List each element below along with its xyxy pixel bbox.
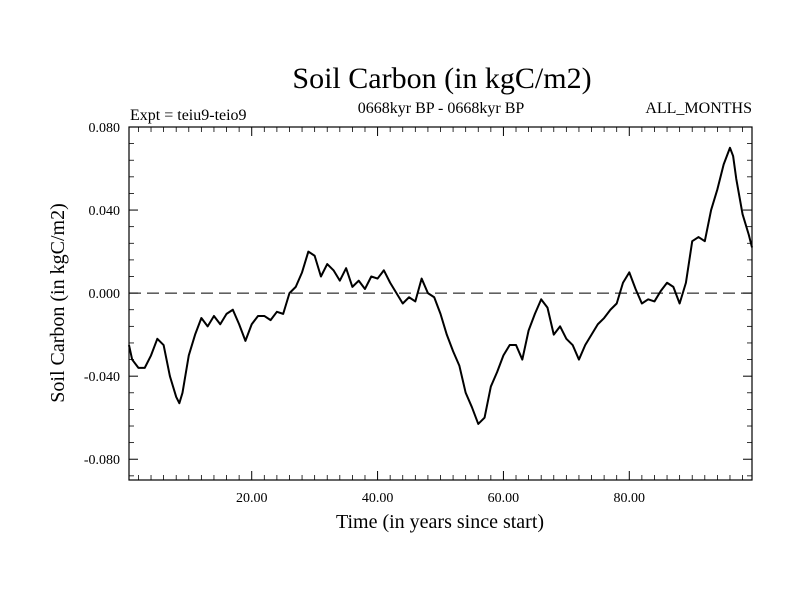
y-axis: -0.080 -0.040 0.000 0.040 0.080: [84, 121, 752, 468]
x-tick-label: 20.00: [236, 491, 268, 506]
y-tick-label: 0.000: [89, 287, 121, 302]
chart-subtitle-left: Expt = teiu9-teio9: [130, 107, 247, 124]
x-tick-label: 40.00: [362, 491, 394, 506]
y-tick-label: 0.040: [89, 204, 121, 219]
x-tick-label: 80.00: [614, 491, 646, 506]
minor-ticks: [129, 127, 752, 480]
plot-frame: [128, 126, 753, 481]
chart-subtitle-center: 0668kyr BP - 0668kyr BP: [358, 100, 525, 117]
soil-carbon-series-line: [128, 146, 753, 425]
x-axis-label: Time (in years since start): [336, 511, 544, 533]
x-tick-label: 60.00: [488, 491, 520, 506]
plot-area: 20.00 40.00 60.00 80.00 -0.080 -0.040 0.000 0.…: [84, 121, 753, 506]
y-tick-label: 0.080: [89, 121, 121, 136]
y-tick-label: -0.080: [84, 453, 120, 468]
chart-subtitle-right: ALL_MONTHS: [645, 100, 752, 117]
chart-title: Soil Carbon (in kgC/m2): [292, 62, 591, 95]
x-axis: 20.00 40.00 60.00 80.00: [236, 127, 645, 506]
y-axis-label: Soil Carbon (in kgC/m2): [47, 203, 69, 402]
y-tick-label: -0.040: [84, 370, 120, 385]
